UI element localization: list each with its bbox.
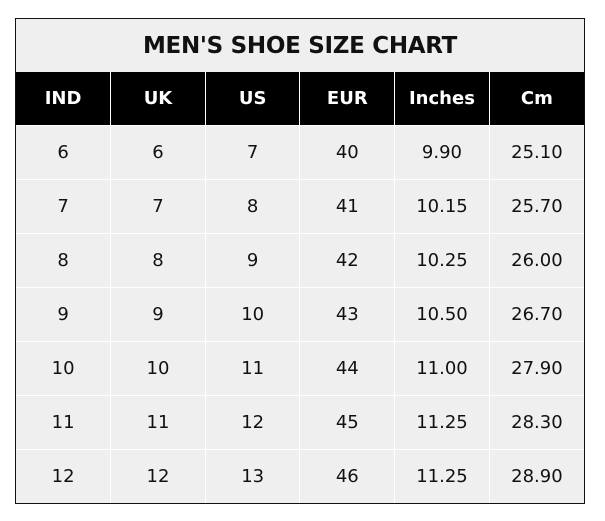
table-cell: 8 — [16, 233, 112, 288]
column-header-cm: Cm — [488, 72, 584, 126]
size-table: IND UK US EUR Inches Cm 6 6 7 40 9.90 25.10 7 7 8 41 10… — [16, 72, 584, 503]
table-cell: 7 — [204, 125, 301, 180]
table-cell: 8 — [204, 179, 301, 234]
table-cell: 43 — [299, 287, 396, 342]
table-cell: 26.70 — [488, 287, 584, 342]
table-cell: 7 — [110, 179, 206, 234]
table-cell: 12 — [16, 449, 112, 503]
table-cell: 12 — [110, 449, 206, 503]
column-header-us: US — [204, 72, 301, 126]
table-cell: 11.00 — [394, 341, 490, 396]
table-cell: 6 — [16, 125, 112, 180]
table-cell: 11 — [204, 341, 301, 396]
table-row: 6 6 7 40 9.90 25.10 — [16, 125, 584, 180]
table-cell: 6 — [110, 125, 206, 180]
table-cell: 11 — [16, 395, 112, 450]
table-body: 6 6 7 40 9.90 25.10 7 7 8 41 10.15 25.70 8 8 9 42 10.25 2… — [16, 125, 584, 503]
table-cell: 11.25 — [394, 449, 490, 503]
column-header-inches: Inches — [394, 72, 490, 126]
table-row: 10 10 11 44 11.00 27.90 — [16, 341, 584, 396]
table-cell: 28.90 — [488, 449, 584, 503]
table-cell: 9.90 — [394, 125, 490, 180]
table-cell: 10 — [16, 341, 112, 396]
table-cell: 27.90 — [488, 341, 584, 396]
table-cell: 28.30 — [488, 395, 584, 450]
table-cell: 7 — [16, 179, 112, 234]
table-cell: 9 — [110, 287, 206, 342]
table-row: 12 12 13 46 11.25 28.90 — [16, 449, 584, 503]
table-row: 7 7 8 41 10.15 25.70 — [16, 179, 584, 234]
table-cell: 10.25 — [394, 233, 490, 288]
table-cell: 46 — [299, 449, 396, 503]
table-cell: 41 — [299, 179, 396, 234]
table-cell: 10.15 — [394, 179, 490, 234]
chart-title: MEN'S SHOE SIZE CHART — [142, 32, 458, 59]
table-row: 9 9 10 43 10.50 26.70 — [16, 287, 584, 342]
table-cell: 8 — [110, 233, 206, 288]
table-cell: 9 — [204, 233, 301, 288]
column-header-uk: UK — [110, 72, 206, 126]
table-cell: 10.50 — [394, 287, 490, 342]
column-header-eur: EUR — [299, 72, 396, 126]
table-cell: 10 — [110, 341, 206, 396]
table-row: 11 11 12 45 11.25 28.30 — [16, 395, 584, 450]
table-cell: 25.10 — [488, 125, 584, 180]
table-cell: 45 — [299, 395, 396, 450]
table-cell: 42 — [299, 233, 396, 288]
table-cell: 11 — [110, 395, 206, 450]
header-row: IND UK US EUR Inches Cm — [16, 72, 584, 126]
table-cell: 13 — [204, 449, 301, 503]
table-cell: 25.70 — [488, 179, 584, 234]
table-row: 8 8 9 42 10.25 26.00 — [16, 233, 584, 288]
table-cell: 11.25 — [394, 395, 490, 450]
table-cell: 26.00 — [488, 233, 584, 288]
table-cell: 44 — [299, 341, 396, 396]
table-cell: 10 — [204, 287, 301, 342]
table-cell: 9 — [16, 287, 112, 342]
column-header-ind: IND — [16, 72, 112, 126]
table-cell: 12 — [204, 395, 301, 450]
size-chart: MEN'S SHOE SIZE CHART IND UK US EUR Inches Cm… — [15, 18, 585, 504]
table-cell: 40 — [299, 125, 396, 180]
